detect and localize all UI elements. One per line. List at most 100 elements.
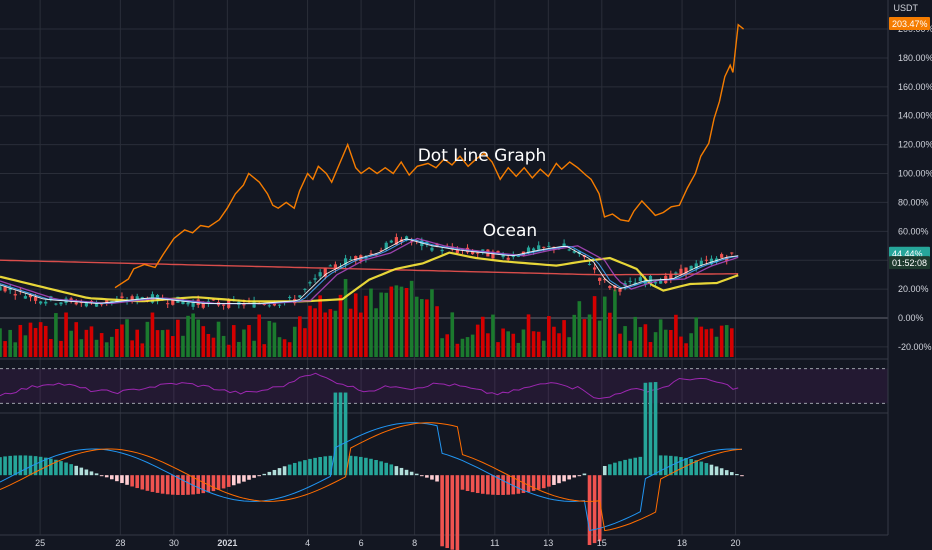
volume-bar (221, 335, 226, 357)
price-tick-label[interactable]: 20.00% (898, 284, 929, 294)
candle-body (201, 301, 205, 308)
ma-yellow (0, 251, 739, 303)
volume-bar (694, 317, 699, 357)
macd-histogram-bar (719, 468, 724, 476)
macd-histogram-bar (181, 475, 185, 495)
volume-bar (353, 293, 358, 357)
volume-bar (333, 310, 338, 357)
volume-bar (648, 342, 653, 357)
macd-histogram-bar (84, 469, 89, 476)
candle-body (720, 254, 724, 258)
volume-bar (13, 342, 18, 357)
macd-histogram-bar (445, 475, 450, 549)
macd-histogram-bar (506, 475, 510, 495)
volume-bar (308, 305, 312, 357)
macd-histogram-bar (531, 475, 536, 491)
price-tick-label[interactable]: 180.00% (898, 53, 932, 63)
macd-histogram-bar (389, 464, 394, 476)
candle-body (349, 259, 353, 261)
tag-percent-change (889, 17, 930, 31)
time-tick-label[interactable]: 2021 (217, 538, 237, 548)
price-tick-label[interactable]: 120.00% (898, 140, 932, 150)
price-tick-label[interactable]: 60.00% (898, 226, 929, 236)
volume-bar (267, 320, 272, 357)
volume-bar (420, 299, 424, 357)
volume-bar (313, 308, 317, 357)
volume-bar (470, 334, 475, 357)
macd-histogram-bar (735, 474, 739, 476)
volume-bar (450, 312, 455, 357)
rsi-line (0, 372, 739, 400)
time-tick-label[interactable]: 6 (359, 538, 364, 548)
macd-histogram-bar (536, 475, 541, 490)
candle-body (298, 295, 302, 298)
price-tick-label[interactable]: -20.00% (898, 342, 932, 352)
volume-bar (384, 292, 389, 357)
volume-bar (247, 325, 251, 357)
macd-histogram-bar (491, 475, 495, 495)
candle-body (394, 237, 398, 245)
volume-bar (404, 287, 409, 357)
volume-bar (130, 340, 134, 357)
time-tick-label[interactable]: 28 (115, 538, 125, 548)
macd-histogram-bar (613, 462, 617, 476)
macd-histogram-bar (618, 461, 622, 476)
annotation-line-label[interactable]: Dot Line Graph (418, 146, 547, 166)
volume-bar (506, 331, 510, 357)
macd-histogram-bar (272, 469, 277, 476)
macd-histogram-bar (694, 460, 699, 476)
price-tick-label[interactable]: 140.00% (898, 111, 932, 121)
volume-bar (125, 319, 129, 357)
volume-bar (181, 335, 185, 357)
macd-histogram-bar (475, 475, 480, 494)
macd-histogram-bar (343, 392, 348, 476)
time-tick-label[interactable]: 30 (169, 538, 179, 548)
volume-bar (480, 316, 485, 357)
volume-bar (94, 339, 99, 357)
volume-bar (501, 328, 505, 357)
macd-histogram-bar (374, 459, 378, 476)
candle-body (694, 263, 698, 269)
candle-body (471, 250, 475, 255)
macd-histogram-bar (0, 457, 2, 476)
macd-histogram-bar (130, 475, 134, 487)
candle-body (3, 286, 7, 292)
macd-histogram-bar (201, 475, 206, 494)
volume-bar (170, 336, 175, 357)
macd-histogram-bar (348, 455, 353, 476)
volume-bar (552, 326, 556, 357)
candle-body (288, 297, 292, 299)
macd-histogram-bar (69, 464, 73, 476)
volume-bar (33, 328, 38, 357)
volume-bar (399, 286, 404, 357)
volume-bar (323, 312, 328, 357)
volume-bar (74, 322, 79, 357)
time-tick-label[interactable]: 11 (490, 538, 499, 548)
price-tick-label[interactable]: 100.00% (898, 169, 932, 179)
price-tick-label[interactable]: 160.00% (898, 82, 932, 92)
price-tick-label[interactable]: 0.00% (898, 313, 924, 323)
annotation-price-label[interactable]: Ocean (483, 221, 537, 241)
volume-bar (318, 295, 322, 357)
time-tick-label[interactable]: 13 (543, 538, 553, 548)
macd-histogram-bar (323, 456, 328, 476)
time-tick-label[interactable]: 15 (597, 538, 607, 548)
time-tick-label[interactable]: 18 (677, 538, 687, 548)
macd-panel: 0.02000.0000-0.0200 (0, 382, 929, 550)
candle-body (384, 242, 388, 249)
time-tick-label[interactable]: 4 (305, 538, 310, 548)
candle-body (39, 301, 43, 304)
volume-bar (252, 340, 256, 357)
time-tick-label[interactable]: 8 (412, 538, 417, 548)
price-tick-label[interactable]: 80.00% (898, 197, 929, 207)
macd-histogram-bar (384, 462, 389, 476)
macd-histogram-bar (714, 466, 719, 476)
time-tick-label[interactable]: 20 (731, 538, 741, 548)
volume-bar (28, 322, 33, 357)
candle-body (338, 266, 343, 268)
time-tick-label[interactable]: 25 (35, 538, 45, 548)
macd-histogram-bar (237, 475, 241, 484)
time-axis[interactable]: 25 28 30 2021 4 6 8 11 13 15 18 20 (35, 538, 740, 548)
macd-histogram-bar (74, 465, 79, 476)
